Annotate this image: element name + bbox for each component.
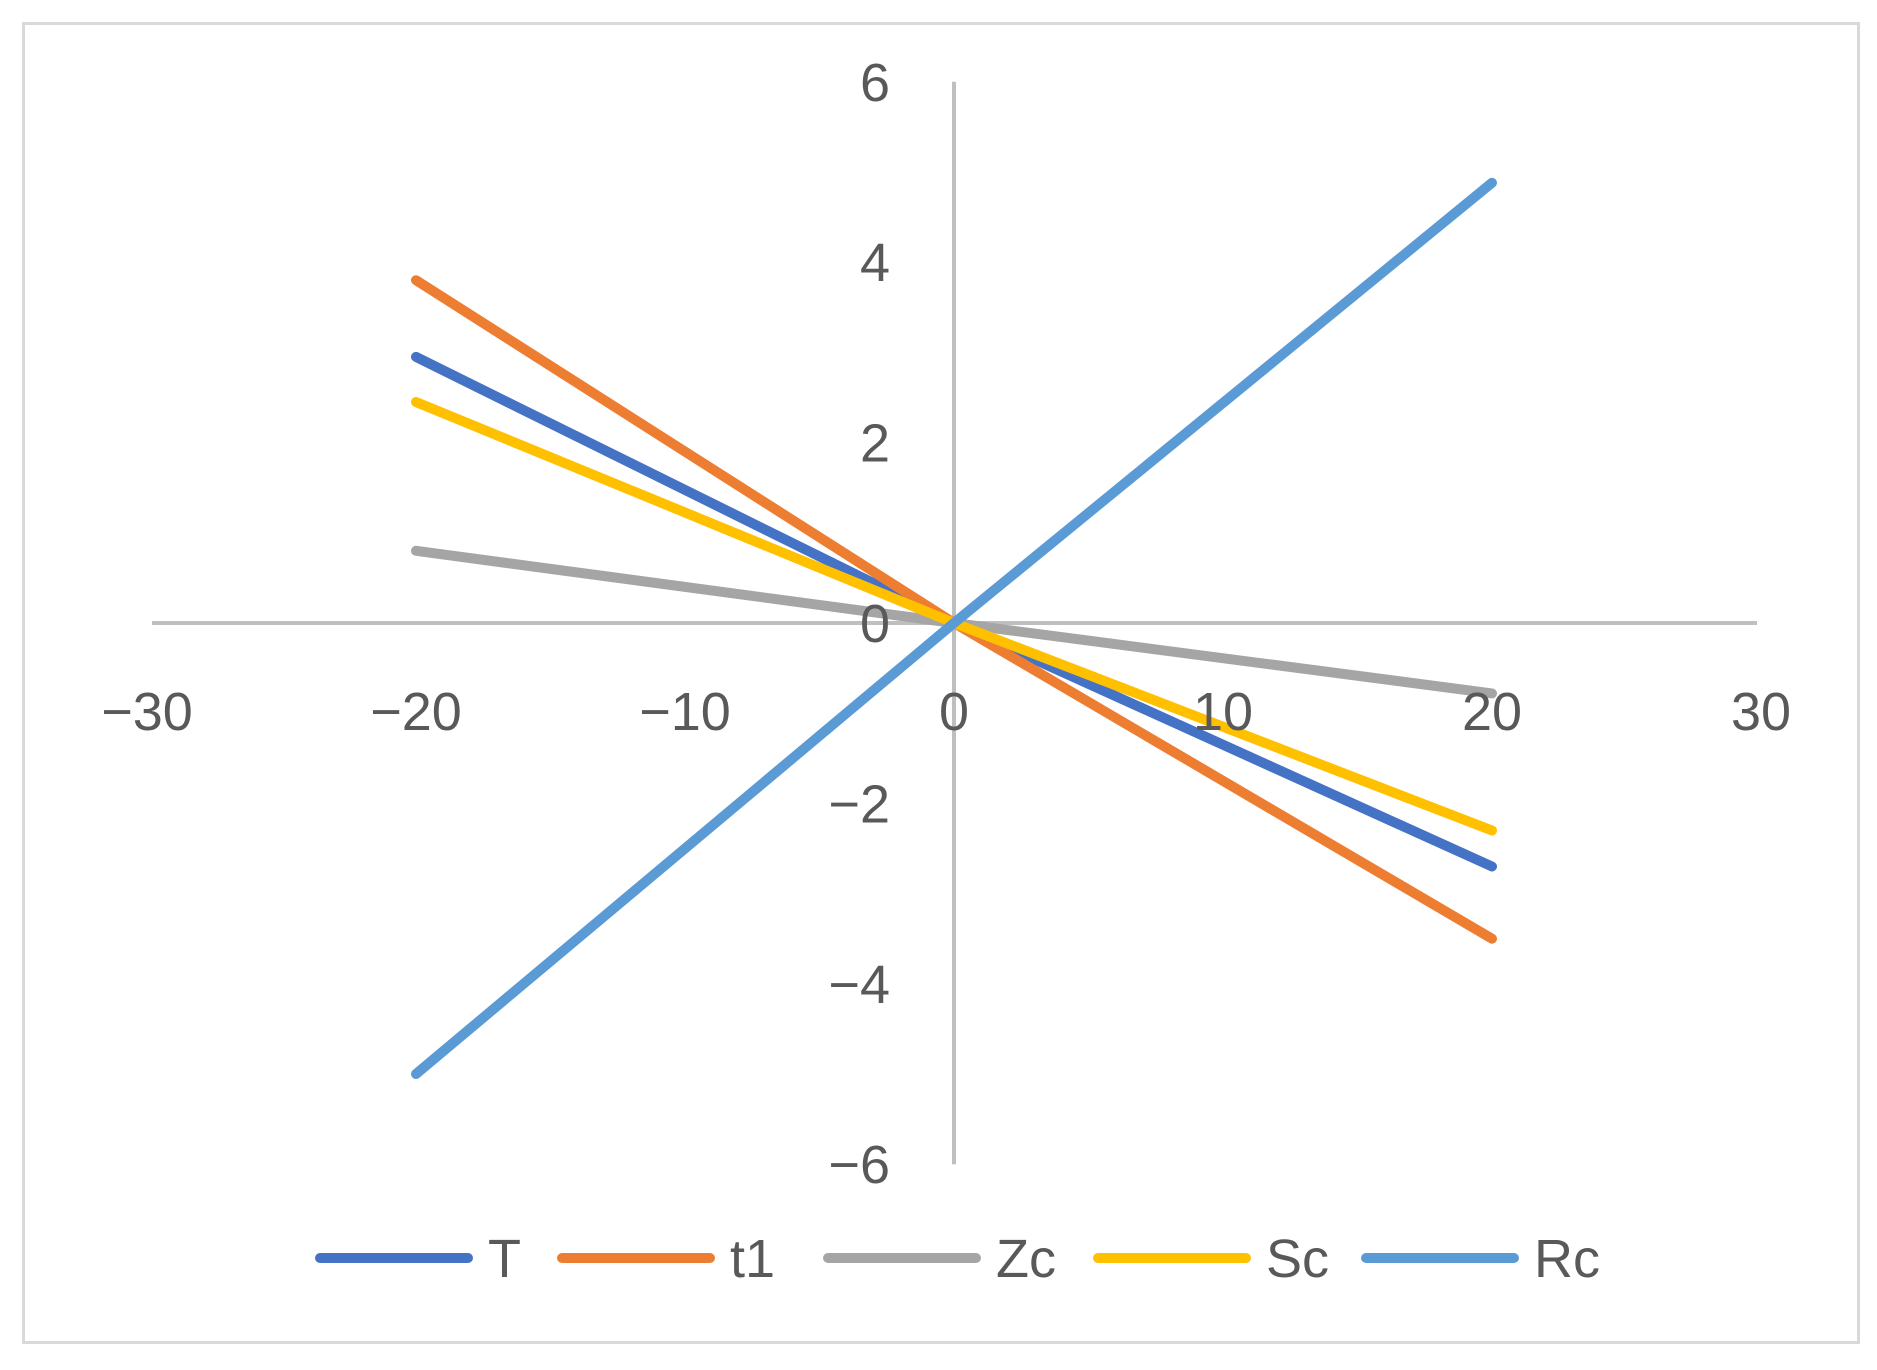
x-tick-label: −10 — [639, 682, 731, 742]
y-tick-label: −2 — [828, 774, 890, 834]
legend-item-zc: Zc — [823, 1229, 1056, 1289]
legend-label: t1 — [730, 1229, 775, 1289]
y-tick-label: −4 — [828, 955, 890, 1015]
legend-item-rc: Rc — [1361, 1229, 1600, 1289]
series-line-rc — [411, 177, 1497, 1079]
x-tick-label: −20 — [370, 682, 462, 742]
x-tick-label: 0 — [939, 682, 969, 742]
x-tick-label: −30 — [101, 682, 193, 742]
legend-label: Sc — [1266, 1229, 1329, 1289]
y-tick-label: 4 — [860, 233, 890, 293]
x-tick-label: 20 — [1462, 682, 1522, 742]
y-tick-label: 0 — [860, 594, 890, 654]
x-tick-label: 30 — [1731, 682, 1791, 742]
y-tick-label: 6 — [860, 53, 890, 113]
chart-frame — [22, 22, 1860, 1344]
legend-item-t1: t1 — [557, 1229, 775, 1289]
y-tick-label: −6 — [828, 1135, 890, 1195]
legend-item-t: T — [315, 1229, 521, 1289]
legend-label: Rc — [1534, 1229, 1600, 1289]
y-tick-label: 2 — [860, 414, 890, 474]
series-lines — [411, 177, 1497, 1079]
legend-label: T — [488, 1229, 521, 1289]
x-tick-label: 10 — [1193, 682, 1253, 742]
legend-label: Zc — [996, 1229, 1056, 1289]
legend-item-sc: Sc — [1093, 1229, 1329, 1289]
